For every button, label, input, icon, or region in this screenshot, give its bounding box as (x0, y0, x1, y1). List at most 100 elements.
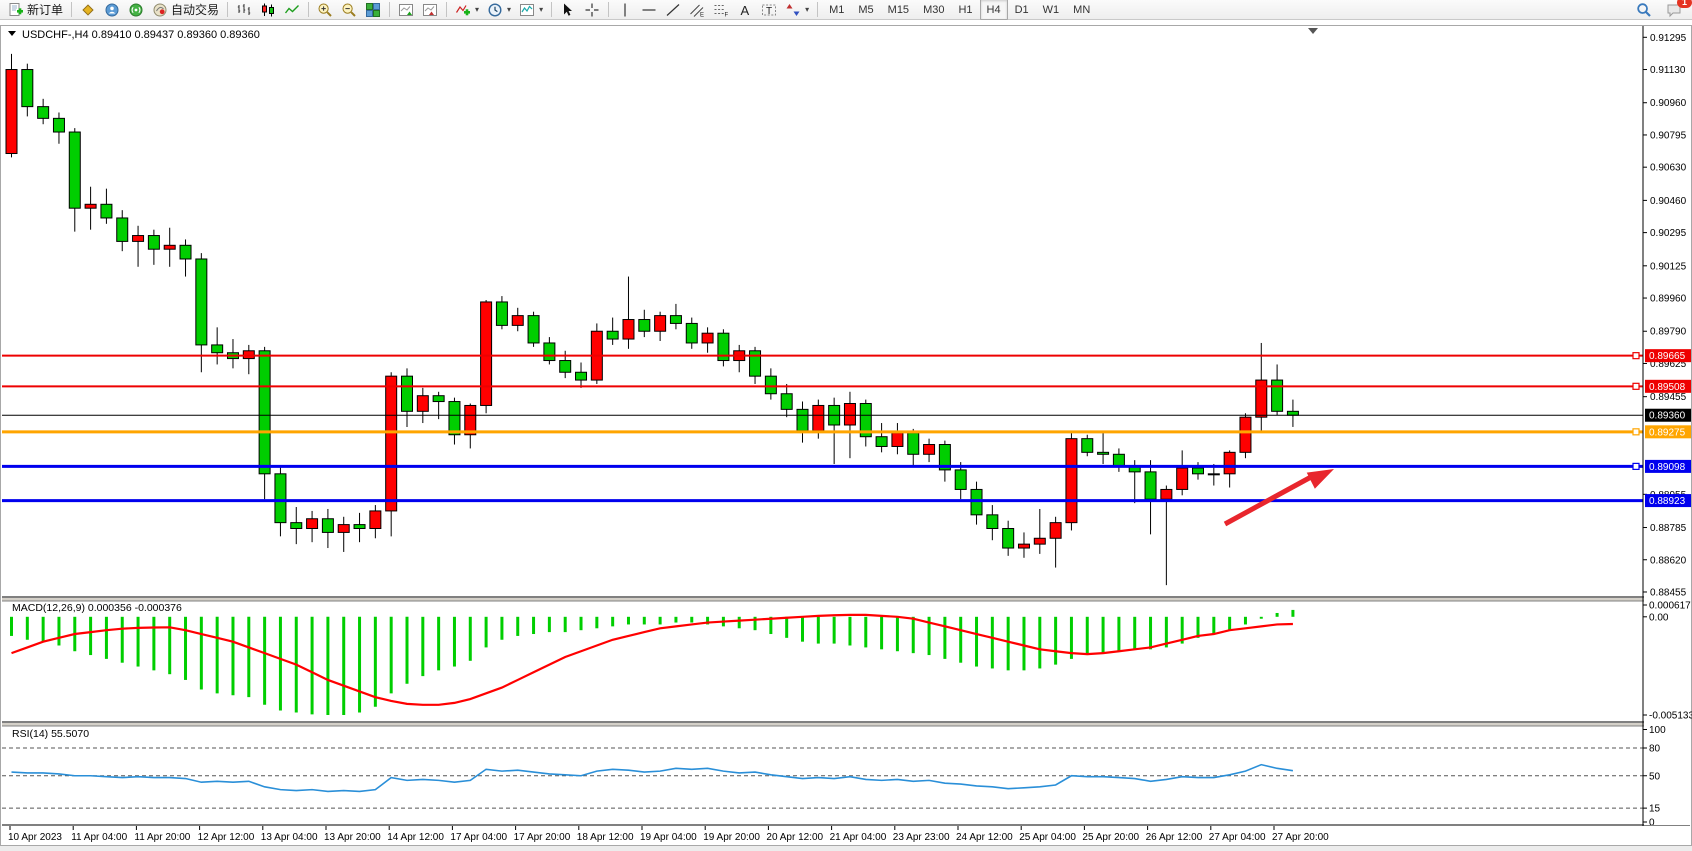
rsi-tick-label: 80 (1649, 744, 1661, 755)
chevron-down-icon[interactable]: ▾ (475, 5, 480, 14)
equidistant-channel-button[interactable]: E (685, 1, 709, 18)
tile-windows-button[interactable] (361, 1, 385, 18)
candle-body (1033, 537, 1046, 545)
trend-arrow-annotation[interactable] (1223, 474, 1313, 527)
candle-body (954, 469, 967, 490)
toolbar-separator (71, 2, 73, 17)
periods-button[interactable]: ▾ (483, 1, 515, 18)
line-handle[interactable] (1632, 352, 1640, 360)
time-axis-label: 26 Apr 12:00 (1146, 832, 1203, 843)
candle-body (923, 444, 936, 455)
text-label-button[interactable]: T (757, 1, 781, 18)
macd-signal-line (11, 613, 1293, 706)
candle-body (337, 524, 350, 533)
line-handle[interactable] (1632, 462, 1640, 470)
trendline-button[interactable] (661, 1, 685, 18)
candlestick-chart-button[interactable] (256, 1, 280, 18)
timeframe-m5-button[interactable]: M5 (858, 3, 874, 16)
candle-body (606, 330, 619, 340)
search-button[interactable] (1632, 1, 1656, 18)
rsi-tick-label: 15 (1649, 804, 1661, 815)
candle-body (1065, 438, 1078, 524)
candle-body (891, 432, 904, 447)
price-tick-label: 0.91130 (1650, 65, 1686, 76)
zoom-out-button[interactable] (337, 1, 361, 18)
line-handle[interactable] (1632, 382, 1640, 390)
timeframe-mn-button[interactable]: MN (1073, 3, 1091, 16)
candle-body (416, 395, 429, 412)
notification-badge: 1 (1677, 0, 1692, 8)
price-tick-label: 0.89790 (1650, 327, 1687, 338)
notifications-button[interactable]: 1 (1662, 0, 1692, 18)
chart-shift-marker-icon[interactable] (1308, 28, 1318, 34)
timeframe-h4-button[interactable]: H4 (979, 0, 1008, 20)
trendline-icon (666, 3, 680, 16)
price-tick-label: 0.90295 (1650, 228, 1687, 239)
candle-body (654, 315, 667, 332)
symbol-dropdown-icon[interactable] (8, 31, 16, 36)
macd-tick-label: 0.000617 (1649, 601, 1691, 612)
text-button[interactable]: A (733, 1, 757, 18)
candle-body (559, 360, 572, 373)
svg-text:T: T (766, 5, 772, 16)
new-order-button[interactable]: 新订单 (4, 1, 67, 18)
cursor-button[interactable] (556, 1, 580, 18)
candle-body (147, 235, 160, 250)
candle-body (179, 244, 192, 260)
trend-arrow-head[interactable] (1306, 469, 1334, 489)
new-order-button-label: 新订单 (27, 3, 64, 17)
timeframe-m30-button[interactable]: M30 (923, 3, 945, 16)
signals-button[interactable] (124, 1, 148, 18)
macd-tick-label: 0.00 (1649, 612, 1669, 623)
zoom-out-icon (342, 3, 356, 17)
rsi-tick-label: 100 (1649, 725, 1666, 736)
timeframe-m1-button[interactable]: M1 (829, 3, 845, 16)
line-chart-button[interactable] (280, 1, 304, 18)
candle-body (37, 106, 50, 119)
templates-button[interactable]: ▾ (515, 1, 547, 18)
candle-body (575, 371, 588, 381)
vertical-line-button[interactable] (613, 1, 637, 18)
timeframe-h1-button[interactable]: H1 (958, 3, 973, 16)
horizontal-line-button[interactable] (637, 1, 661, 18)
time-axis-label: 11 Apr 20:00 (134, 832, 190, 843)
candle-body (1192, 467, 1204, 475)
candle-body (258, 350, 271, 475)
crosshair-button[interactable] (580, 1, 604, 18)
styler-button[interactable] (76, 1, 100, 18)
zoom-in-button[interactable] (313, 1, 337, 18)
candle-body (1002, 528, 1015, 549)
candle-body (527, 315, 540, 344)
candle-body (1286, 410, 1299, 416)
candle-body (1097, 451, 1110, 455)
chevron-down-icon[interactable]: ▾ (507, 5, 512, 14)
timeframe-m15-button[interactable]: M15 (887, 3, 910, 16)
timeframe-w1-button[interactable]: W1 (1042, 3, 1060, 16)
toolbar-separator (446, 2, 448, 17)
line-handle[interactable] (1632, 428, 1640, 436)
toolbar-separator (608, 2, 610, 17)
bar-chart-button[interactable] (232, 1, 256, 18)
time-axis-label: 18 Apr 12:00 (577, 832, 634, 843)
bars-icon (237, 3, 251, 15)
community-button[interactable] (100, 1, 124, 18)
candle-body (859, 403, 872, 438)
price-tick-label: 0.88620 (1650, 555, 1687, 566)
time-axis-label: 19 Apr 04:00 (640, 832, 697, 843)
autotrade-button[interactable]: 自动交易 (148, 1, 223, 18)
candle-body (353, 524, 366, 530)
auto-scroll-button[interactable] (394, 1, 418, 18)
candle-body (211, 344, 224, 354)
chevron-down-icon[interactable]: ▾ (805, 5, 810, 14)
timeframe-d1-button[interactable]: D1 (1014, 3, 1029, 16)
community-icon (105, 3, 119, 16)
candle-body (938, 444, 951, 471)
chevron-down-icon[interactable]: ▾ (539, 5, 544, 14)
chart-shift-button[interactable] (418, 1, 442, 18)
time-axis-label: 21 Apr 04:00 (830, 832, 887, 843)
arrows-button[interactable]: ▾ (781, 1, 813, 18)
time-axis-label: 25 Apr 04:00 (1019, 832, 1076, 843)
fibonacci-button[interactable]: F (709, 1, 733, 18)
indicators-button[interactable]: ▾ (451, 1, 483, 18)
time-axis-label: 12 Apr 12:00 (198, 832, 255, 843)
